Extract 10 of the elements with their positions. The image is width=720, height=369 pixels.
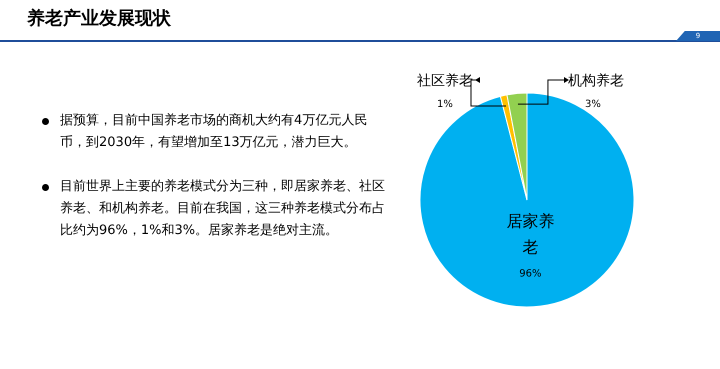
pie-slice (420, 92, 634, 308)
data-label: 96% (519, 268, 542, 280)
text: 据预算，目前中国养老市场的商机大约有4万亿元人民币，到2030年，有望增加至13万亿元，潜力巨大。 (60, 112, 368, 152)
data-label: 1% (437, 99, 453, 110)
slice-label: 机构养老 (568, 73, 624, 89)
slice-label: 居家养老 (506, 212, 554, 257)
data-label: 3% (585, 99, 601, 110)
text: 养老产业发展现状 (27, 7, 171, 30)
text: 目前世界上主要的养老模式分为三种，即居家养老、社区养老、和机构养老。目前在我国，这三种养老模式分布占比约为96%，1%和3%。居家养老是绝对主流。 (60, 178, 386, 240)
slice-label: 社区养老 (417, 73, 473, 89)
